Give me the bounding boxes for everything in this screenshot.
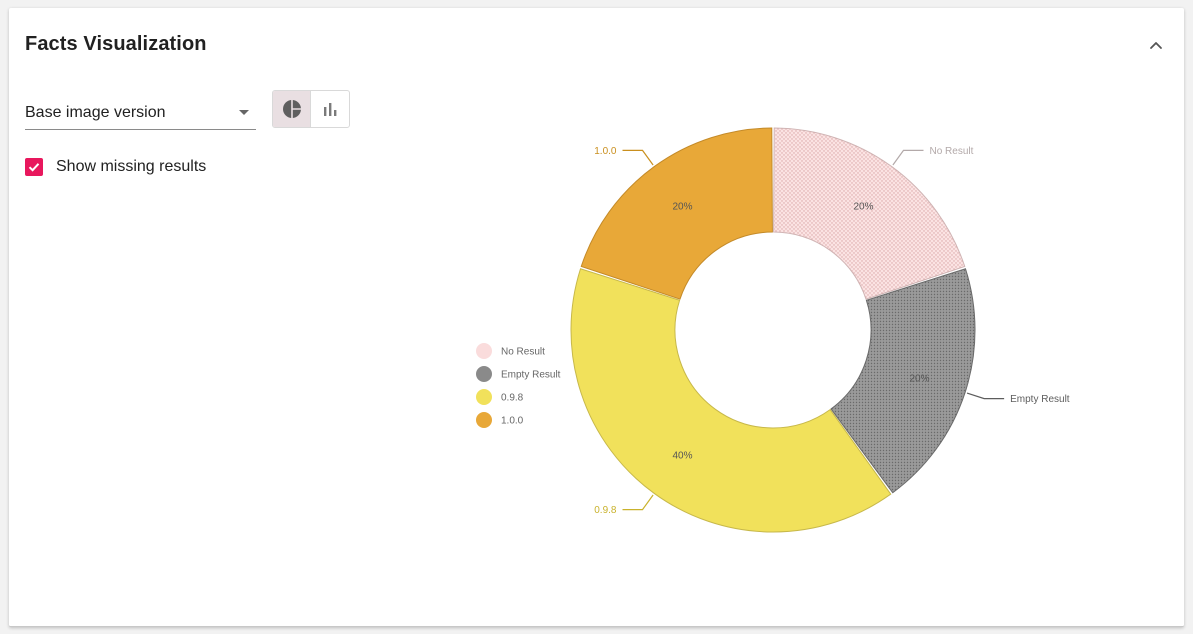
legend-label-empty-result[interactable]: Empty Result bbox=[501, 370, 561, 381]
legend-label-0-9-8[interactable]: 0.9.8 bbox=[501, 393, 524, 404]
legend-swatch-0-9-8[interactable] bbox=[476, 389, 492, 405]
slice-1-0-0[interactable] bbox=[580, 127, 773, 300]
pie-chart-icon bbox=[282, 100, 301, 118]
donut-chart: 20% 20% 40% 20% No Result Empty Result 0.9.8 1… bbox=[476, 127, 1070, 533]
slice-0-9-8[interactable] bbox=[570, 268, 892, 533]
card-title: Facts Visualization bbox=[25, 33, 207, 55]
legend-swatch-1-0-0[interactable] bbox=[476, 412, 492, 428]
callout-label-no-result: No Result bbox=[929, 146, 973, 157]
check-icon bbox=[28, 163, 40, 172]
callout-line bbox=[966, 392, 1005, 400]
bar-view-button[interactable] bbox=[311, 91, 349, 127]
callout-line bbox=[622, 494, 654, 511]
facts-visualization-card: Facts Visualization Base image version bbox=[9, 8, 1184, 627]
chart-type-toggle bbox=[272, 90, 350, 128]
callout-label-1-0-0: 1.0.0 bbox=[594, 146, 617, 157]
callout-label-empty-result: Empty Result bbox=[1010, 394, 1070, 405]
slice-no-result[interactable] bbox=[773, 127, 966, 300]
slice-value-label: 20% bbox=[909, 374, 929, 385]
dropdown-arrow-icon bbox=[239, 110, 249, 115]
pie-view-button[interactable] bbox=[273, 91, 312, 127]
slice-empty-result[interactable] bbox=[830, 268, 976, 494]
slice-value-label: 20% bbox=[672, 201, 692, 212]
bar-chart-icon bbox=[324, 103, 337, 116]
fact-select[interactable]: Base image version bbox=[25, 94, 256, 130]
show-missing-label: Show missing results bbox=[56, 158, 207, 175]
legend-swatch-no-result[interactable] bbox=[476, 343, 492, 359]
checkbox-box[interactable] bbox=[25, 158, 43, 176]
callout-line bbox=[622, 149, 654, 166]
legend-label-1-0-0[interactable]: 1.0.0 bbox=[501, 416, 524, 427]
fact-select-value: Base image version bbox=[25, 104, 166, 121]
collapse-button[interactable] bbox=[1145, 34, 1167, 56]
callout-label-0-9-8: 0.9.8 bbox=[594, 505, 617, 516]
legend-swatch-empty-result[interactable] bbox=[476, 366, 492, 382]
legend-label-no-result[interactable]: No Result bbox=[501, 347, 545, 358]
chevron-up-icon bbox=[1150, 42, 1162, 49]
slice-value-label: 20% bbox=[854, 201, 874, 212]
slice-value-label: 40% bbox=[672, 451, 692, 462]
callout-line bbox=[892, 149, 924, 166]
show-missing-checkbox[interactable]: Show missing results bbox=[25, 158, 206, 176]
